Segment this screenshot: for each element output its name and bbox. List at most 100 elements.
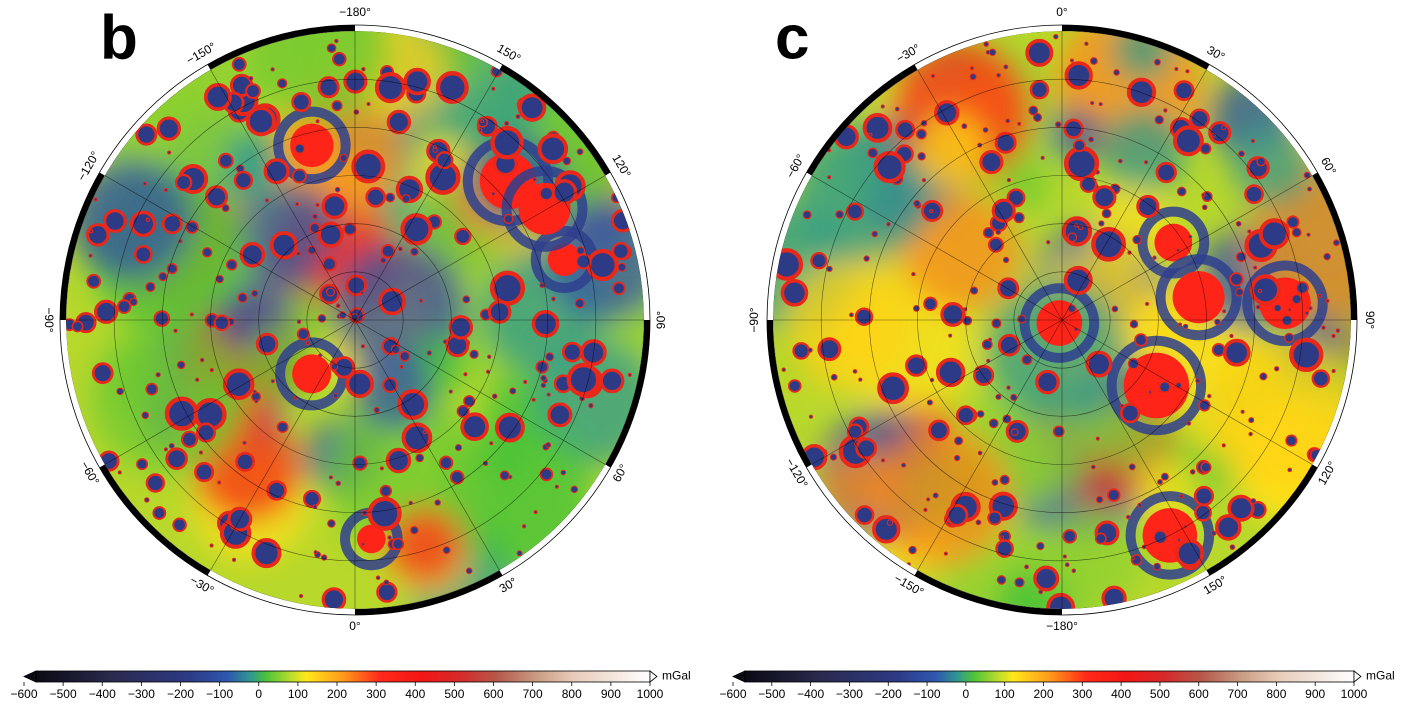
- crater: [89, 229, 94, 234]
- crater: [1079, 175, 1098, 193]
- crater: [863, 255, 870, 262]
- crater: [491, 86, 496, 91]
- crater: [263, 158, 290, 185]
- crater: [808, 414, 813, 419]
- crater: [1308, 306, 1313, 311]
- crater: [975, 519, 982, 526]
- crater: [385, 447, 412, 474]
- crater: [1207, 394, 1212, 399]
- crater: [367, 496, 402, 531]
- crater: [318, 353, 323, 358]
- graticule-meridian: [1061, 175, 1313, 321]
- crater: [1013, 212, 1025, 224]
- crater: [545, 442, 552, 448]
- crater: [175, 173, 193, 192]
- crater: [1062, 554, 1067, 559]
- crater: [152, 506, 167, 520]
- crater: [1208, 121, 1232, 145]
- crater: [485, 369, 491, 374]
- crater: [991, 479, 999, 486]
- crater: [296, 319, 302, 324]
- crater: [1176, 538, 1181, 543]
- crater: [1006, 385, 1011, 390]
- longitude-label: −180°: [1046, 619, 1078, 633]
- crater: [1053, 33, 1059, 40]
- graticule-meridian: [1061, 319, 1207, 571]
- crater: [926, 399, 933, 406]
- crater: [1250, 498, 1257, 504]
- crater: [1148, 390, 1153, 395]
- crater: [1067, 304, 1077, 313]
- crater: [987, 510, 1003, 526]
- crater: [248, 75, 254, 81]
- crater: [438, 455, 454, 471]
- crater: [1153, 562, 1161, 571]
- crater: [448, 389, 453, 394]
- frame-segment: [354, 570, 503, 615]
- crater: [374, 72, 406, 104]
- crater: [465, 567, 473, 575]
- crater: [852, 369, 858, 374]
- crater: [1084, 41, 1089, 46]
- crater: [1127, 357, 1140, 370]
- graticule-meridian: [210, 319, 356, 571]
- crater: [401, 422, 433, 454]
- crater: [1273, 303, 1282, 313]
- crater: [1195, 378, 1201, 384]
- crater: [321, 193, 348, 220]
- crater: [1111, 305, 1119, 313]
- colorbar-tick-label: 100: [288, 687, 308, 701]
- crater: [849, 312, 854, 318]
- crater: [365, 186, 386, 208]
- crater: [1090, 464, 1096, 470]
- crater: [103, 209, 127, 233]
- crater: [487, 354, 492, 359]
- crater: [940, 301, 966, 327]
- crater: [867, 147, 879, 159]
- crater: [1095, 436, 1100, 441]
- crater: [921, 178, 927, 183]
- crater: [135, 123, 158, 146]
- colorbar-arrow-low: [732, 670, 746, 683]
- crater: [961, 123, 968, 130]
- crater: [328, 475, 333, 480]
- crater: [375, 575, 381, 580]
- crater: [194, 462, 215, 483]
- crater: [999, 474, 1010, 485]
- graticule-meridian: [210, 69, 356, 321]
- crater: [382, 377, 399, 393]
- graticule-meridian: [104, 319, 356, 465]
- crater: [166, 262, 178, 275]
- longitude-label: 30°: [1205, 43, 1228, 64]
- crater: [1229, 333, 1234, 339]
- crater: [1215, 514, 1242, 541]
- crater: [415, 453, 425, 463]
- crater: [1274, 366, 1280, 372]
- crater: [554, 484, 559, 489]
- crater: [492, 393, 498, 399]
- colorbar-tick-label: 200: [1033, 687, 1053, 701]
- crater: [1092, 185, 1117, 210]
- crater: [163, 188, 168, 193]
- crater: [987, 337, 992, 342]
- colorbar-unit: mGal: [1366, 669, 1395, 683]
- crater: [1089, 57, 1098, 65]
- crater: [463, 372, 468, 377]
- crater: [1235, 221, 1242, 227]
- crater: [928, 419, 950, 442]
- crater: [570, 485, 579, 494]
- crater: [1106, 488, 1121, 502]
- crater: [996, 575, 1007, 585]
- crater: [136, 458, 149, 471]
- crater: [929, 209, 934, 214]
- crater: [1024, 564, 1029, 570]
- crater: [1010, 393, 1018, 401]
- crater: [1005, 118, 1011, 124]
- crater: [1055, 121, 1062, 128]
- crater: [302, 489, 322, 508]
- crater: [352, 455, 368, 471]
- crater: [991, 198, 1016, 223]
- crater: [1006, 177, 1012, 183]
- crater: [1253, 265, 1258, 270]
- colorbar-tick-label: 800: [562, 687, 582, 701]
